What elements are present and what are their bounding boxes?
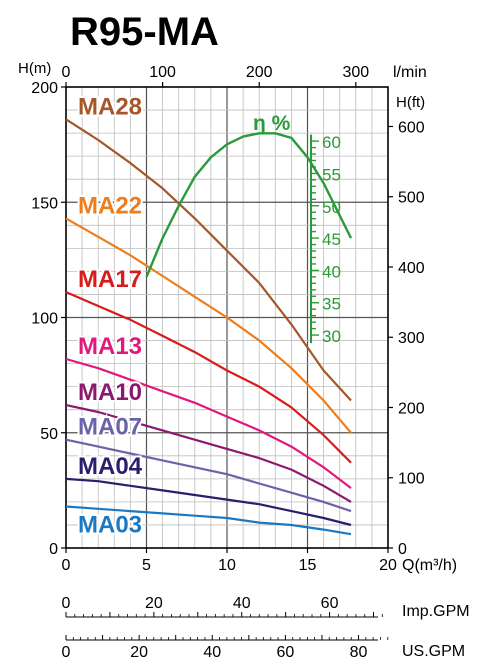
curve-ma13 [65,357,352,489]
chart-title: R95-MA [70,10,219,54]
curve-ma17 [65,291,352,464]
scale-tick-label: 40 [233,595,251,612]
series-label-ma28: MA28 [78,93,142,120]
x-tick-label: 5 [142,557,151,574]
right-tick-label: 200 [398,400,425,417]
series-label-ma04: MA04 [78,453,143,480]
series-label-ma07: MA07 [78,414,142,441]
series-label-ma03: MA03 [78,512,142,539]
efficiency-tick-label: 35 [322,295,341,314]
curve-ma04 [65,477,352,527]
series-label-halo: MA03 [78,512,142,539]
top-tick-label: 0 [62,64,71,81]
x-tick-label: 0 [62,557,71,574]
scale-label: Imp.GPM [402,603,470,620]
series-label-ma22: MA22 [78,192,142,219]
right-tick-label: 400 [398,260,425,277]
curve-ma03 [65,505,352,536]
curve-ma28 [65,118,352,402]
scale-tick-label: 20 [130,644,148,661]
efficiency-tick-label: 30 [322,327,341,346]
series-label-halo: MA28 [78,93,142,120]
scale-tick-label: 20 [145,595,163,612]
curve-ma07 [65,438,352,513]
scale-tick-label: 0 [62,595,71,612]
head-curves [65,118,352,536]
efficiency-tick-label: 60 [322,133,341,152]
right-tick-label: 300 [398,330,425,347]
scale-label: US.GPM [402,643,465,660]
y-tick-label: 0 [49,541,58,558]
efficiency-tick-label: 50 [322,198,341,217]
series-labels: MA28MA28MA22MA22MA17MA17MA13MA13MA10MA10… [76,91,145,540]
x-tick-label: 10 [218,557,236,574]
y-tick-label: 50 [40,426,58,443]
right-axis-label: H(ft) [396,94,425,111]
right-tick-label: 100 [398,471,425,488]
top-tick-label: 100 [149,64,176,81]
grid [66,87,388,548]
series-label-halo: MA04 [78,453,143,480]
series-label-halo: MA07 [78,414,142,441]
bottom-flow-scales: 0 20 40 60 Imp.GPM 0 20 40 60 80 US.GPM [62,595,470,661]
efficiency-tick-label: 55 [322,165,341,184]
y-tick-label: 150 [31,195,58,212]
series-label-halo: MA17 [78,266,142,293]
scale-tick-label: 40 [203,644,221,661]
efficiency-tick-label: 45 [322,230,341,249]
series-label-ma13: MA13 [78,333,142,360]
efficiency-curve-group: 30 35 40 45 50 55 60 η % [145,112,353,346]
right-tick-label: 0 [398,541,407,558]
series-label-halo: MA13 [78,333,142,360]
scale-tick-label: 60 [321,595,339,612]
x-tick-label: 20 [379,557,397,574]
y-axis-label: H(m) [18,60,51,77]
curve-ma22 [65,217,352,434]
series-label-ma10: MA10 [78,379,142,406]
series-label-halo: MA10 [78,379,142,406]
series-label-ma17: MA17 [78,266,142,293]
scale-tick-label: 0 [62,644,71,661]
y-tick-label: 100 [31,311,58,328]
right-tick-label: 600 [398,119,425,136]
top-tick-label: 200 [246,64,273,81]
curve-ma10 [65,404,352,503]
x-axis-label: Q(m³/h) [402,557,457,574]
scale-tick-label: 60 [276,644,294,661]
x-tick-label: 15 [299,557,317,574]
right-tick-label: 500 [398,190,425,207]
efficiency-axis-label: η % [253,112,291,135]
top-tick-label: 300 [342,64,369,81]
series-label-halo: MA22 [78,192,142,219]
efficiency-curve [145,132,353,278]
scale-tick-label: 80 [350,644,368,661]
top-axis-label: l/min [393,64,427,81]
efficiency-tick-label: 40 [322,262,341,281]
y-tick-label: 200 [31,80,58,97]
